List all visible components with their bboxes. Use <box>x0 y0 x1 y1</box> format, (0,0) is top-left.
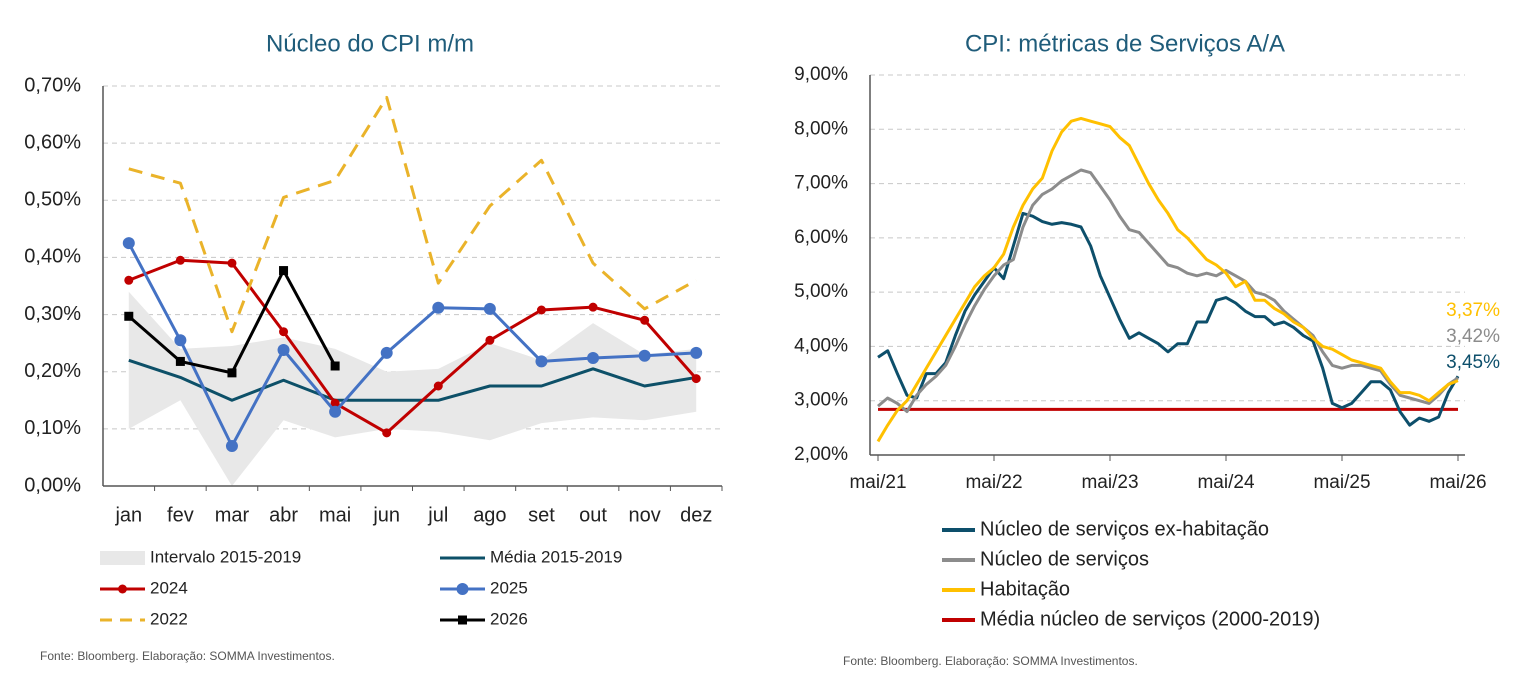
legend-label: Núcleo de serviços ex-habitação <box>980 518 1269 540</box>
legend-label: Habitação <box>980 578 1070 600</box>
marker <box>124 275 134 285</box>
x-tick-label: ago <box>473 504 506 526</box>
x-tick-label: mai/25 <box>1313 472 1370 493</box>
x-tick-label: mai/26 <box>1429 472 1486 493</box>
y-tick-label: 6,00% <box>794 227 848 248</box>
y-tick-label: 0,60% <box>24 131 81 153</box>
marker <box>640 315 650 325</box>
legend-label: Média 2015-2019 <box>490 547 622 566</box>
x-tick-label: jul <box>427 504 448 526</box>
y-tick-label: 0,10% <box>24 417 81 439</box>
marker <box>536 305 546 315</box>
legend-label: 2025 <box>490 578 528 597</box>
chart-title: CPI: métricas de Serviços A/A <box>965 30 1285 57</box>
y-tick-label: 4,00% <box>794 335 848 356</box>
marker <box>380 346 393 359</box>
marker <box>485 335 495 345</box>
marker <box>330 361 340 371</box>
y-tick-label: 3,00% <box>794 390 848 411</box>
marker <box>122 237 135 250</box>
marker <box>227 258 237 268</box>
marker <box>227 368 237 378</box>
y-tick-label: 0,40% <box>24 246 81 268</box>
legend-marker <box>456 583 469 595</box>
range-band <box>128 291 697 486</box>
marker <box>279 327 289 337</box>
y-tick-label: 2,00% <box>794 444 848 465</box>
end-label: 3,45% <box>1446 352 1500 373</box>
y-tick-label: 0,20% <box>24 360 81 382</box>
legend-label: 2022 <box>150 609 188 628</box>
marker <box>174 334 187 347</box>
marker <box>279 266 289 276</box>
x-tick-label: mai/22 <box>965 472 1022 493</box>
marker <box>124 311 134 321</box>
y-tick-label: 0,30% <box>24 303 81 325</box>
legend-label: Média núcleo de serviços (2000-2019) <box>980 608 1320 630</box>
y-tick-label: 8,00% <box>794 118 848 139</box>
source-note: Fonte: Bloomberg. Elaboração: SOMMA Inve… <box>843 654 1138 668</box>
legend-swatch <box>100 551 145 565</box>
marker <box>175 255 185 265</box>
series-line <box>128 95 697 334</box>
y-tick-label: 0,50% <box>24 189 81 211</box>
marker <box>277 344 290 356</box>
x-tick-label: set <box>528 504 555 526</box>
marker <box>690 346 703 359</box>
series-line <box>128 358 697 402</box>
x-tick-label: mai/21 <box>849 472 906 493</box>
end-label: 3,37% <box>1446 300 1500 321</box>
marker <box>433 381 443 391</box>
source-note: Fonte: Bloomberg. Elaboração: SOMMA Inve… <box>40 649 335 663</box>
marker <box>588 302 598 312</box>
marker <box>225 440 238 452</box>
series-line <box>128 258 698 435</box>
x-tick-label: nov <box>629 504 661 526</box>
legend-label: Núcleo de serviços <box>980 548 1149 570</box>
marker <box>587 352 600 364</box>
x-tick-label: out <box>579 504 607 526</box>
x-tick-label: dez <box>680 504 712 526</box>
y-tick-label: 7,00% <box>794 173 848 194</box>
x-tick-label: mai <box>319 504 351 526</box>
marker <box>329 405 342 418</box>
chart-title: Núcleo do CPI m/m <box>266 30 474 57</box>
series-line <box>877 211 1460 427</box>
series-line <box>877 168 1459 414</box>
marker <box>691 374 701 384</box>
legend-marker <box>458 615 467 625</box>
legend-label: Intervalo 2015-2019 <box>150 547 301 566</box>
y-tick-label: 9,00% <box>794 64 848 85</box>
y-tick-label: 0,00% <box>24 474 81 496</box>
x-tick-label: mai/23 <box>1081 472 1138 493</box>
x-tick-label: abr <box>269 504 298 526</box>
x-tick-label: jan <box>114 504 142 526</box>
marker <box>175 356 185 366</box>
x-tick-label: jun <box>372 504 400 526</box>
marker <box>382 428 392 438</box>
marker <box>432 301 445 314</box>
legend-label: 2024 <box>150 578 188 597</box>
end-label: 3,42% <box>1446 326 1500 347</box>
series-line <box>127 242 697 448</box>
x-tick-label: mar <box>215 504 250 526</box>
series-line <box>876 116 1459 443</box>
legend-label: 2026 <box>490 609 528 628</box>
marker <box>330 398 340 408</box>
x-tick-label: fev <box>167 504 194 526</box>
marker <box>535 355 548 368</box>
y-tick-label: 5,00% <box>794 281 848 302</box>
marker <box>638 349 651 362</box>
marker <box>483 302 496 315</box>
y-tick-label: 0,70% <box>24 74 81 96</box>
legend-marker <box>118 584 127 594</box>
x-tick-label: mai/24 <box>1197 472 1254 493</box>
